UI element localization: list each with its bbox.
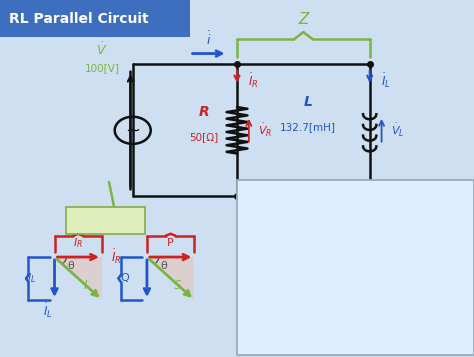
Text: S: S: [174, 279, 182, 292]
Text: 50[Ω]: 50[Ω]: [189, 132, 219, 142]
Text: $=\dfrac{V_R^2}{R}$: $=\dfrac{V_R^2}{R}$: [398, 220, 424, 247]
Text: $\dot{i}$: $\dot{i}$: [206, 30, 211, 48]
Text: $I_R$: $I_R$: [73, 236, 83, 250]
Text: $I_L$: $I_L$: [27, 272, 36, 285]
Text: $\dot{I}_L$: $\dot{I}_L$: [43, 301, 52, 320]
Text: power: power: [247, 196, 284, 206]
Polygon shape: [147, 257, 194, 300]
Text: Reactive: Reactive: [240, 265, 291, 275]
FancyBboxPatch shape: [237, 180, 474, 355]
Text: 132.7[mH]: 132.7[mH]: [280, 122, 336, 132]
Text: $I$: $I$: [83, 279, 88, 292]
Text: $\dot{I}_L$: $\dot{I}_L$: [382, 71, 391, 90]
Text: $\dot{I}_R$: $\dot{I}_R$: [111, 248, 121, 266]
Text: Z: Z: [298, 12, 309, 27]
Text: P: P: [167, 238, 174, 248]
Text: factor: factor: [248, 313, 283, 323]
Text: $\dot{V}_L$: $\dot{V}_L$: [392, 122, 405, 139]
Text: ~: ~: [125, 121, 140, 139]
Text: $S = VI$: $S = VI$: [292, 188, 323, 201]
Text: $=\dfrac{V_L^2}{X_L}$: $=\dfrac{V_L^2}{X_L}$: [398, 258, 424, 287]
Text: $= I^2Z$: $= I^2Z$: [341, 188, 372, 201]
Text: $Q = VI\sin\theta = I_L^{\,2}X$: $Q = VI\sin\theta = I_L^{\,2}X$: [292, 264, 373, 281]
Text: $\dot{I}_R$: $\dot{I}_R$: [248, 71, 259, 90]
Text: θ: θ: [68, 261, 74, 271]
Text: R: R: [199, 105, 209, 120]
Text: θ: θ: [160, 261, 167, 271]
FancyBboxPatch shape: [0, 0, 190, 37]
Text: power: power: [247, 235, 284, 245]
Text: Q: Q: [120, 273, 129, 283]
Text: $\dot{V}$: $\dot{V}$: [96, 42, 108, 58]
Text: Apparent: Apparent: [238, 187, 293, 197]
Text: power: power: [247, 274, 284, 284]
Polygon shape: [55, 257, 102, 300]
Text: $\cos\theta = \dfrac{P}{S} = \dfrac{Z}{R} = \dfrac{I_R}{I}$: $\cos\theta = \dfrac{P}{S} = \dfrac{Z}{R…: [292, 299, 377, 324]
FancyBboxPatch shape: [66, 207, 145, 234]
Text: 100[V]: 100[V]: [84, 63, 119, 73]
Text: $f$ = 60[Hz]: $f$ = 60[Hz]: [78, 213, 133, 227]
Text: Power: Power: [247, 304, 284, 314]
Text: RL Parallel Circuit: RL Parallel Circuit: [9, 11, 149, 26]
Text: Active: Active: [247, 226, 284, 236]
Text: $\dot{V}_R$: $\dot{V}_R$: [258, 122, 273, 139]
Text: L: L: [304, 95, 312, 109]
Text: $P = VI\cos\theta = I_R^{\,2}R$: $P = VI\cos\theta = I_R^{\,2}R$: [292, 225, 372, 242]
Text: $=\dfrac{V^2}{Z}$: $=\dfrac{V^2}{Z}$: [389, 182, 415, 207]
